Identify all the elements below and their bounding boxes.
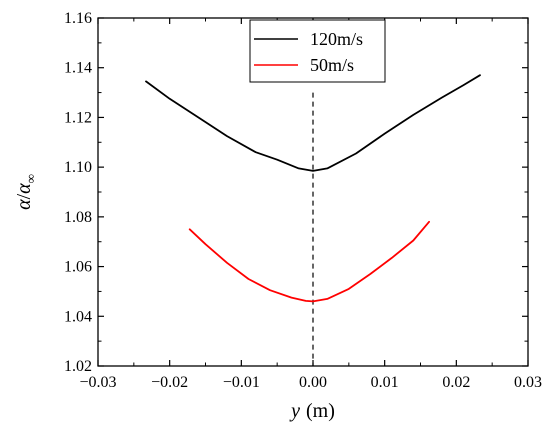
legend-label-120ms: 120m/s	[310, 29, 363, 49]
series-layer	[145, 74, 481, 303]
x-tick-label: 0.01	[371, 374, 399, 391]
y-tick-label: 1.04	[64, 308, 92, 325]
y-axis-title-group: α/α∞	[13, 174, 38, 210]
y-tick-label: 1.06	[64, 259, 92, 276]
y-axis-title: α/α∞	[13, 174, 38, 210]
y-axis-separator: /	[13, 193, 35, 199]
y-tick-label: 1.16	[64, 10, 92, 27]
x-tick-label: 0.03	[514, 374, 542, 391]
series-line-50ms	[188, 220, 431, 303]
y-tick-label: 1.14	[64, 60, 92, 77]
legend-box	[249, 19, 386, 83]
x-tick-label: −0.02	[151, 374, 188, 391]
x-axis-variable: y	[289, 400, 300, 422]
series-line-120ms	[145, 74, 481, 172]
y-axis-alpha: α	[13, 199, 35, 210]
x-axis-title: y (m)	[289, 400, 335, 422]
x-axis-unit: (m)	[306, 400, 335, 422]
legend: 120m/s 50m/s	[249, 19, 386, 83]
y-tick-label: 1.08	[64, 209, 92, 226]
x-tick-label: 0.02	[442, 374, 470, 391]
legend-label-50ms: 50m/s	[310, 55, 354, 75]
y-axis-alpha-ref: α	[13, 183, 35, 194]
x-tick-label: −0.01	[223, 374, 260, 391]
x-tick-label: −0.03	[79, 374, 116, 391]
y-tick-label: 1.12	[64, 109, 92, 126]
x-tick-label: 0.00	[299, 374, 327, 391]
y-tick-label: 1.10	[64, 159, 92, 176]
y-tick-label: 1.02	[64, 358, 92, 375]
y-axis-subscript: ∞	[23, 174, 38, 183]
